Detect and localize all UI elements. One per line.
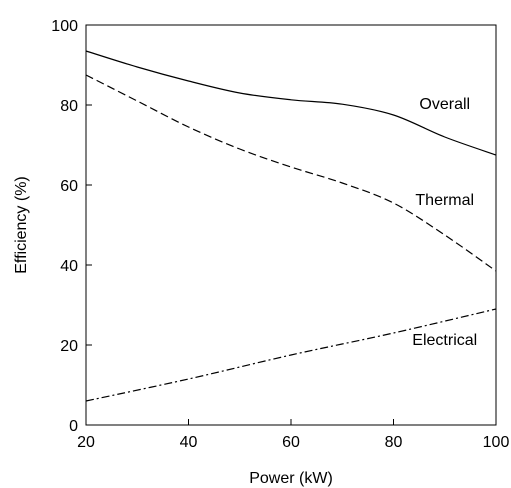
x-tick-label: 40 bbox=[180, 434, 198, 451]
series-line-thermal bbox=[85, 74, 497, 272]
series-line-electrical bbox=[85, 308, 497, 402]
x-tick-label: 100 bbox=[483, 434, 510, 451]
x-tick-label: 20 bbox=[77, 434, 95, 451]
x-axis-label: Power (kW) bbox=[249, 470, 333, 487]
y-tick-label: 40 bbox=[60, 258, 78, 275]
x-axis-ticks: 20 40 60 80 100 bbox=[77, 419, 509, 451]
plot-frame bbox=[85, 24, 497, 426]
y-tick-label: 60 bbox=[60, 178, 78, 195]
series-lines bbox=[85, 50, 497, 402]
series-line-overall bbox=[85, 50, 497, 156]
y-axis-label: Efficiency (%) bbox=[13, 176, 30, 274]
y-tick-label: 0 bbox=[69, 418, 78, 435]
y-tick-label: 100 bbox=[51, 18, 78, 35]
series-label-thermal: Thermal bbox=[415, 192, 474, 209]
series-label-electrical: Electrical bbox=[412, 332, 477, 349]
y-tick-label: 20 bbox=[60, 338, 78, 355]
y-tick-label: 80 bbox=[60, 98, 78, 115]
y-axis-ticks: 0 20 40 60 80 100 bbox=[51, 18, 92, 435]
series-labels: Overall Thermal Electrical bbox=[412, 96, 477, 349]
x-tick-label: 80 bbox=[385, 434, 403, 451]
series-label-overall: Overall bbox=[419, 96, 470, 113]
x-tick-label: 60 bbox=[282, 434, 300, 451]
